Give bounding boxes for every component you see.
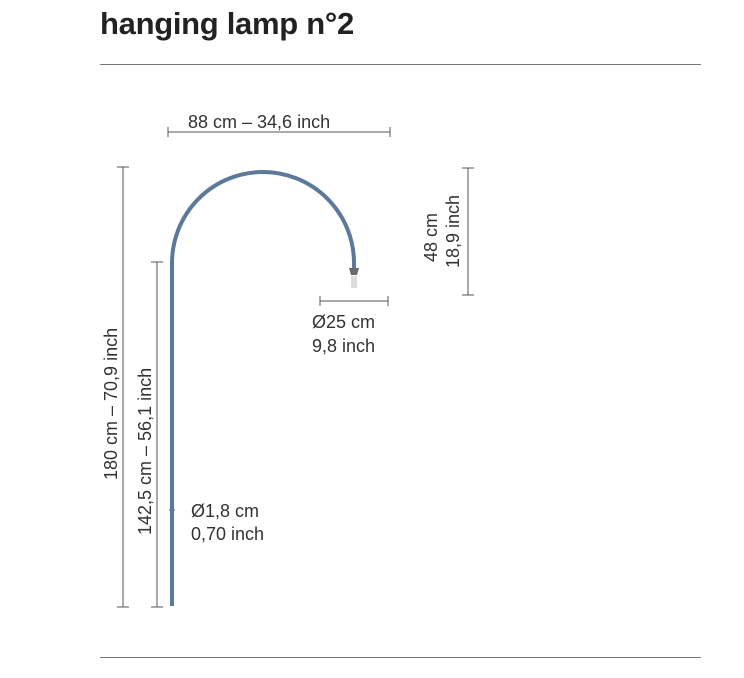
lamp-bulb [351, 276, 357, 288]
tube-cm-label: Ø1,8 cm [191, 501, 259, 521]
drop-inch-label: 18,9 inch [443, 195, 463, 268]
stem-height-dimension-line [151, 261, 163, 608]
width-dimension-line [167, 127, 391, 137]
lamp-arm [170, 170, 356, 606]
shade-dimension-line [319, 296, 389, 306]
bottom-divider [100, 657, 701, 658]
drop-cm-label: 48 cm [421, 213, 441, 262]
lamp-socket [349, 268, 359, 275]
drop-dimension-line [462, 167, 474, 296]
shade-inch-label: 9,8 inch [312, 336, 375, 356]
total-height-label: 180 cm – 70,9 inch [101, 328, 121, 480]
width-label: 88 cm – 34,6 inch [188, 112, 330, 132]
stem-height-label: 142,5 cm – 56,1 inch [135, 368, 155, 535]
total-height-dimension-line [117, 166, 129, 608]
shade-cm-label: Ø25 cm [312, 312, 375, 332]
top-divider [100, 64, 701, 65]
page-title: hanging lamp n°2 [100, 6, 354, 41]
tube-inch-label: 0,70 inch [191, 524, 264, 544]
